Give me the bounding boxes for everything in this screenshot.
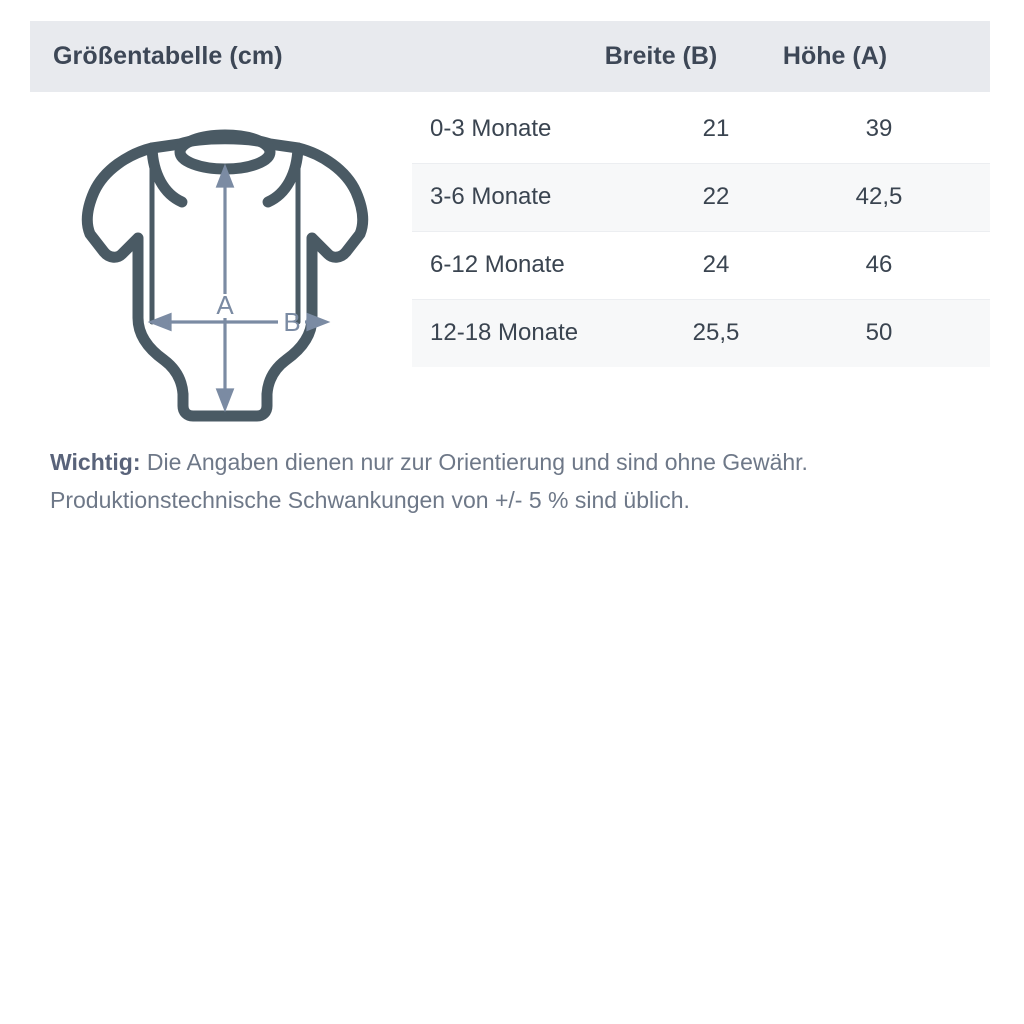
column-header-width: Breite (B) xyxy=(604,42,718,70)
cell-size: 12-18 Monate xyxy=(430,319,579,346)
column-header-height: Höhe (A) xyxy=(782,42,888,70)
footnote: Wichtig: Die Angaben dienen nur zur Orie… xyxy=(50,443,980,519)
footnote-line-2: Produktionstechnische Schwankungen von +… xyxy=(50,487,690,513)
footnote-line-1: Die Angaben dienen nur zur Orientierung … xyxy=(140,449,808,475)
cell-width: 24 xyxy=(702,251,730,278)
footnote-strong: Wichtig: xyxy=(50,449,141,475)
dimension-label-b: B xyxy=(283,307,300,337)
table-header-band xyxy=(30,21,990,92)
table-row: 3-6 Monate 22 42,5 xyxy=(412,163,990,231)
cell-width: 25,5 xyxy=(692,319,740,346)
cell-height: 42,5 xyxy=(855,183,903,210)
table-row: 0-3 Monate 21 39 xyxy=(412,95,990,163)
cell-size: 3-6 Monate xyxy=(430,183,552,210)
table-row: 12-18 Monate 25,5 50 xyxy=(412,299,990,367)
size-table: 0-3 Monate 21 39 3-6 Monate 22 42,5 6-12… xyxy=(412,95,990,367)
cell-height: 46 xyxy=(865,251,893,278)
cell-width: 22 xyxy=(702,183,730,210)
cell-height: 39 xyxy=(865,115,893,142)
page-title: Größentabelle (cm) xyxy=(53,42,283,70)
table-row: 6-12 Monate 24 46 xyxy=(412,231,990,299)
cell-height: 50 xyxy=(865,319,893,346)
baby-bodysuit-icon: A B xyxy=(60,122,390,422)
cell-size: 0-3 Monate xyxy=(430,115,552,142)
dimension-label-a: A xyxy=(216,290,234,320)
cell-size: 6-12 Monate xyxy=(430,251,565,278)
cell-width: 21 xyxy=(702,115,730,142)
